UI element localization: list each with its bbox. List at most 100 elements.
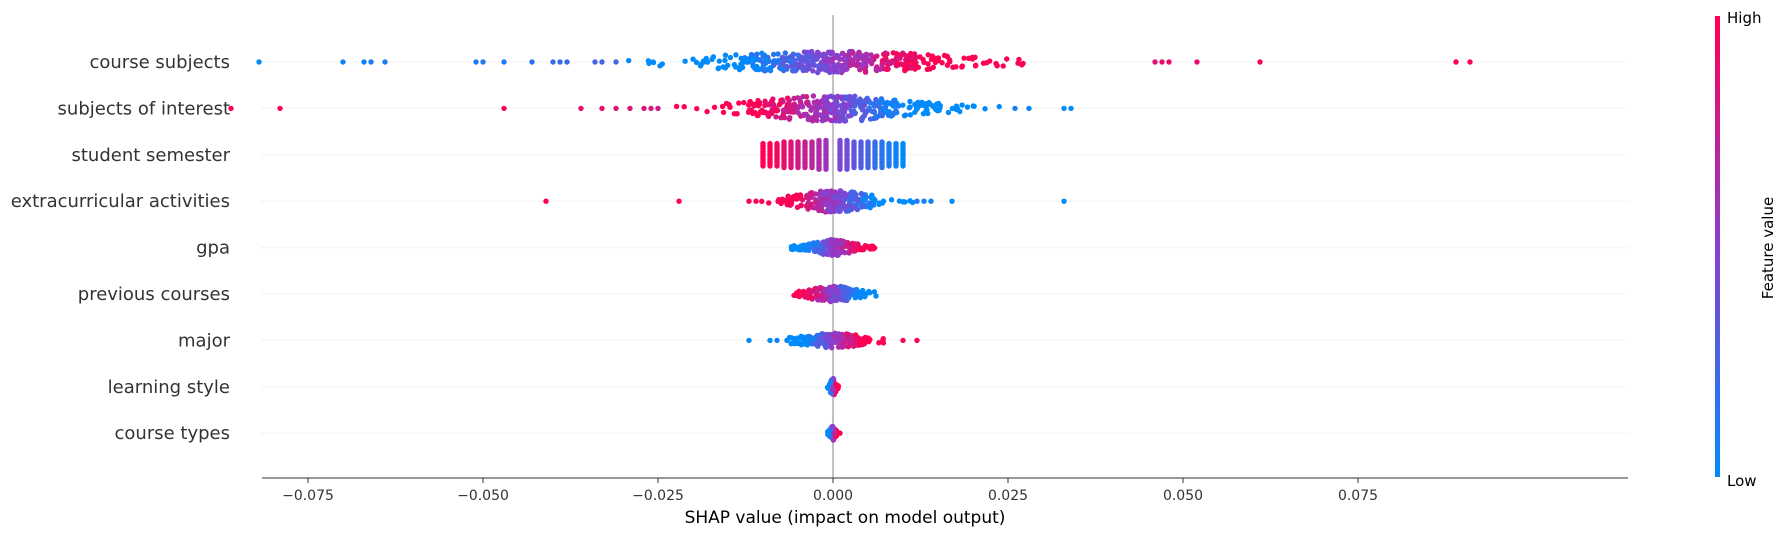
shap-point <box>856 49 862 55</box>
x-axis-title: SHAP value (impact on model output) <box>685 508 1006 528</box>
shap-point <box>1026 105 1032 112</box>
shap-point <box>780 107 787 113</box>
shap-point <box>815 285 822 292</box>
shap-point <box>853 99 859 105</box>
shap-point <box>861 102 868 108</box>
shap-point <box>945 109 952 116</box>
shap-point <box>710 54 717 60</box>
feature-row-points <box>760 137 906 172</box>
shap-point <box>795 110 801 116</box>
shap-point <box>944 53 950 59</box>
shap-point <box>809 117 815 123</box>
shap-point <box>859 246 866 253</box>
shap-point <box>807 288 813 295</box>
shap-point <box>641 105 647 112</box>
shap-point <box>368 59 374 65</box>
shap-point <box>811 99 817 106</box>
shap-point <box>720 109 727 115</box>
shap-point <box>792 340 798 347</box>
shap-point <box>804 99 810 106</box>
shap-point <box>228 105 234 112</box>
shap-point <box>807 294 814 301</box>
shap-point <box>925 110 931 117</box>
shap-point <box>910 60 917 67</box>
shap-point <box>806 203 812 209</box>
shap-point <box>920 56 926 63</box>
colorbar-low-label: Low <box>1727 472 1757 490</box>
shap-point <box>720 64 726 70</box>
shap-point <box>819 294 826 300</box>
shap-point <box>829 239 835 245</box>
shap-point <box>780 98 786 105</box>
shap-point <box>1061 105 1067 112</box>
shap-point <box>693 59 700 66</box>
shap-point <box>912 101 918 108</box>
shap-point <box>810 93 817 99</box>
shap-point <box>823 344 829 351</box>
shap-point <box>809 341 815 347</box>
shap-point <box>1061 198 1067 204</box>
feature-label: extracurricular activities <box>11 191 230 212</box>
shap-point <box>1467 59 1473 65</box>
shap-point <box>928 198 934 204</box>
shap-point <box>863 60 869 66</box>
feature-label: course subjects <box>89 52 230 73</box>
shap-points <box>228 48 1473 443</box>
shap-point <box>924 66 931 72</box>
shap-point <box>947 58 953 65</box>
shap-point <box>748 57 754 63</box>
shap-point <box>655 105 661 112</box>
shap-point <box>907 198 913 204</box>
shap-point <box>746 198 752 204</box>
shap-point <box>835 199 842 205</box>
shap-point <box>896 198 903 204</box>
shap-point <box>835 69 841 75</box>
shap-point <box>788 57 794 64</box>
shap-point <box>757 109 764 115</box>
shap-point <box>625 57 632 64</box>
shap-point <box>756 99 763 106</box>
shap-point <box>759 198 765 205</box>
shap-point <box>849 48 855 55</box>
shap-point <box>790 335 797 342</box>
shap-point <box>845 344 851 350</box>
shap-point <box>791 245 798 252</box>
shap-point <box>812 191 819 197</box>
feature-label: student semester <box>71 145 230 166</box>
shap-point <box>809 164 815 171</box>
shap-point <box>907 104 913 110</box>
shap-point <box>808 49 815 55</box>
shap-point <box>915 64 922 71</box>
shap-point <box>923 103 929 110</box>
x-tick-label: 0.025 <box>988 488 1028 504</box>
shap-point <box>996 103 1002 110</box>
shap-point <box>799 243 805 249</box>
shap-point <box>829 297 835 303</box>
shap-point <box>827 204 834 211</box>
shap-point <box>765 112 772 118</box>
feature-label: gpa <box>196 238 230 259</box>
shap-point <box>774 163 780 169</box>
shap-point <box>795 52 801 58</box>
shap-point <box>746 337 752 344</box>
shap-point <box>801 49 808 55</box>
feature-row-points <box>824 375 841 398</box>
shap-point <box>920 110 927 117</box>
shap-point <box>821 100 828 107</box>
shap-point <box>795 164 801 171</box>
shap-point <box>835 102 841 109</box>
shap-point <box>599 59 605 65</box>
shap-point <box>801 111 807 118</box>
shap-point <box>837 166 843 172</box>
feature-row-points <box>824 423 843 443</box>
shap-point <box>821 51 827 57</box>
shap-point <box>877 66 883 72</box>
feature-labels: course subjects subjects of interest stude… <box>11 52 231 444</box>
shap-point <box>650 59 656 65</box>
shap-point <box>809 62 815 68</box>
shap-point <box>804 342 810 348</box>
shap-point <box>867 336 873 343</box>
shap-point <box>902 112 909 118</box>
shap-point <box>578 105 584 112</box>
shap-point <box>825 58 832 64</box>
